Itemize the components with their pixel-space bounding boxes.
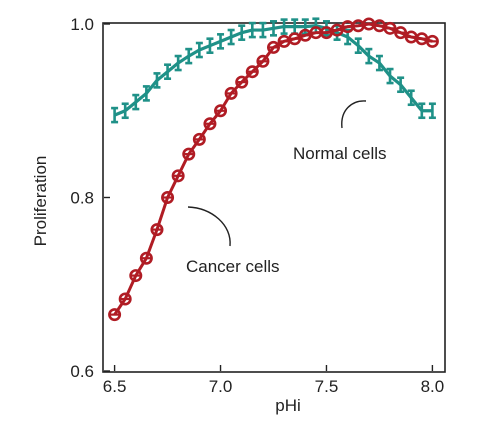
- normal-cells-series: [111, 17, 436, 124]
- plot-frame: [102, 22, 446, 373]
- x-tick-label: 7.0: [209, 377, 233, 396]
- cancer-cells-point: [394, 26, 408, 40]
- normal-cells-annotation: Normal cells: [293, 144, 387, 163]
- normal-cells-point: [121, 102, 129, 120]
- cancer-cells-point: [372, 19, 386, 33]
- normal-cells-point: [185, 47, 193, 65]
- cancer-cells-point: [256, 54, 270, 68]
- normal-cells-point: [365, 47, 373, 65]
- cancer-cells-leader-line: [187, 206, 231, 247]
- normal-cells-point: [418, 102, 426, 120]
- x-tick-label: 6.5: [103, 377, 127, 396]
- cancer-cells-point: [288, 32, 302, 46]
- cancer-cells-point: [425, 34, 439, 48]
- cancer-cells-point: [245, 65, 259, 79]
- normal-cells-point: [227, 28, 235, 46]
- normal-cells-point: [428, 102, 436, 120]
- normal-cells-point: [354, 37, 362, 54]
- cancer-cells-point: [161, 191, 175, 205]
- normal-cells-point: [164, 63, 172, 81]
- cancer-cells-annotation: Cancer cells: [186, 257, 280, 276]
- cancer-cells-point: [214, 104, 228, 118]
- y-axis-label: Proliferation: [31, 156, 50, 247]
- normal-cells-point: [153, 72, 161, 89]
- cancer-cells-point: [203, 117, 217, 131]
- normal-cells-point: [397, 76, 405, 94]
- normal-cells-point: [111, 106, 119, 124]
- cancer-cells-point: [351, 19, 365, 33]
- x-axis-label: pHi: [275, 396, 301, 415]
- y-tick-label: 0.8: [70, 189, 94, 208]
- normal-cells-point: [375, 54, 383, 72]
- cancer-cells-point: [192, 132, 206, 146]
- cancer-cells-series: [108, 17, 439, 322]
- normal-cells-point: [206, 37, 214, 54]
- normal-cells-point: [407, 89, 415, 107]
- normal-cells-leader-line: [341, 100, 367, 129]
- cancer-cells-point: [266, 40, 280, 54]
- x-tick-label: 7.5: [315, 377, 339, 396]
- cancer-cells-point: [362, 17, 376, 31]
- x-tick-label: 8.0: [421, 377, 445, 396]
- cancer-cells-point: [383, 21, 397, 35]
- normal-cells-point: [270, 20, 277, 37]
- cancer-cells-point: [150, 223, 164, 237]
- normal-cells-point: [386, 67, 394, 85]
- normal-cells-point: [195, 41, 203, 59]
- cancer-cells-point: [118, 292, 132, 306]
- normal-cells-point: [280, 18, 288, 35]
- normal-cells-point: [142, 85, 150, 102]
- cancer-cells-point: [139, 251, 153, 265]
- normal-cells-point: [259, 21, 267, 39]
- cancer-cells-point: [129, 269, 143, 283]
- cancer-cells-point: [415, 32, 429, 46]
- cancer-cells-point: [404, 30, 418, 44]
- normal-cells-point: [217, 33, 225, 50]
- y-tick-label: 0.6: [70, 362, 94, 381]
- normal-cells-point: [238, 24, 246, 41]
- normal-cells-point: [132, 93, 140, 111]
- cancer-cells-point: [235, 75, 249, 89]
- normal-cells-line: [113, 24, 433, 117]
- y-tick-label: 1.0: [70, 15, 94, 34]
- cancer-cells-point: [277, 34, 291, 48]
- cancer-cells-point: [182, 147, 196, 161]
- cancer-cells-point: [171, 169, 185, 183]
- axis-ticks: 6.5 7.0 7.5 8.0 0.6 0.8 1.0: [70, 15, 444, 396]
- normal-cells-point: [248, 21, 256, 39]
- cancer-cells-point: [108, 308, 122, 322]
- normal-cells-point: [174, 54, 182, 72]
- cancer-cells-point: [224, 86, 238, 100]
